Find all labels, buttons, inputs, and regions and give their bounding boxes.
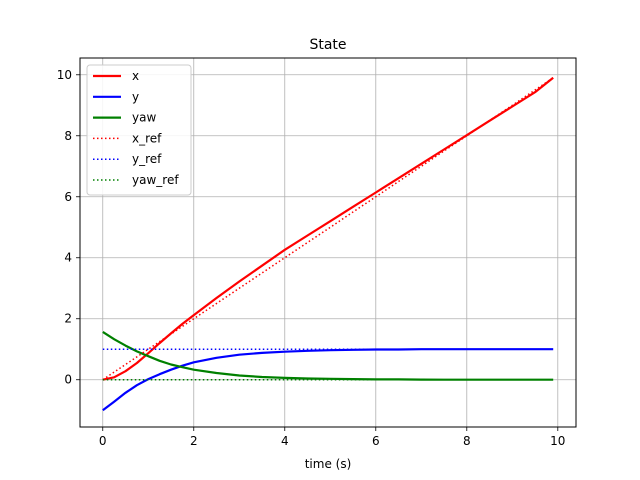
y-tick-label: 8: [64, 129, 72, 143]
ticks: 0 2 4 6 8 10 0 2 4 6 8 10: [57, 68, 566, 448]
x-tick-label: 4: [281, 434, 289, 448]
series-lines: [102, 76, 554, 412]
legend-label: x_ref: [132, 131, 162, 145]
y-tick-label: 10: [57, 68, 72, 82]
legend-label: yaw: [132, 111, 156, 125]
legend-label: x: [132, 69, 139, 83]
series-line-x: [102, 76, 554, 381]
x-axis-label: time (s): [305, 457, 352, 471]
series-line-yaw: [102, 330, 554, 381]
y-tick-label: 6: [64, 190, 72, 204]
y-tick-label: 2: [64, 312, 72, 326]
x-tick-label: 10: [550, 434, 565, 448]
legend: xy yaw x_ref y_ref yaw_ref: [86, 64, 192, 196]
x-tick-label: 0: [99, 434, 107, 448]
chart-title: State: [309, 37, 346, 53]
x-tick-label: 8: [463, 434, 471, 448]
x-tick-label: 6: [372, 434, 380, 448]
plot-frame: [79, 57, 577, 428]
legend-label: y_ref: [132, 152, 162, 166]
y-tick-label: 0: [64, 373, 72, 387]
y-tick-label: 4: [64, 251, 72, 265]
legend-label: yaw_ref: [132, 173, 179, 187]
legend-label: y: [132, 90, 139, 104]
x-tick-label: 2: [190, 434, 198, 448]
